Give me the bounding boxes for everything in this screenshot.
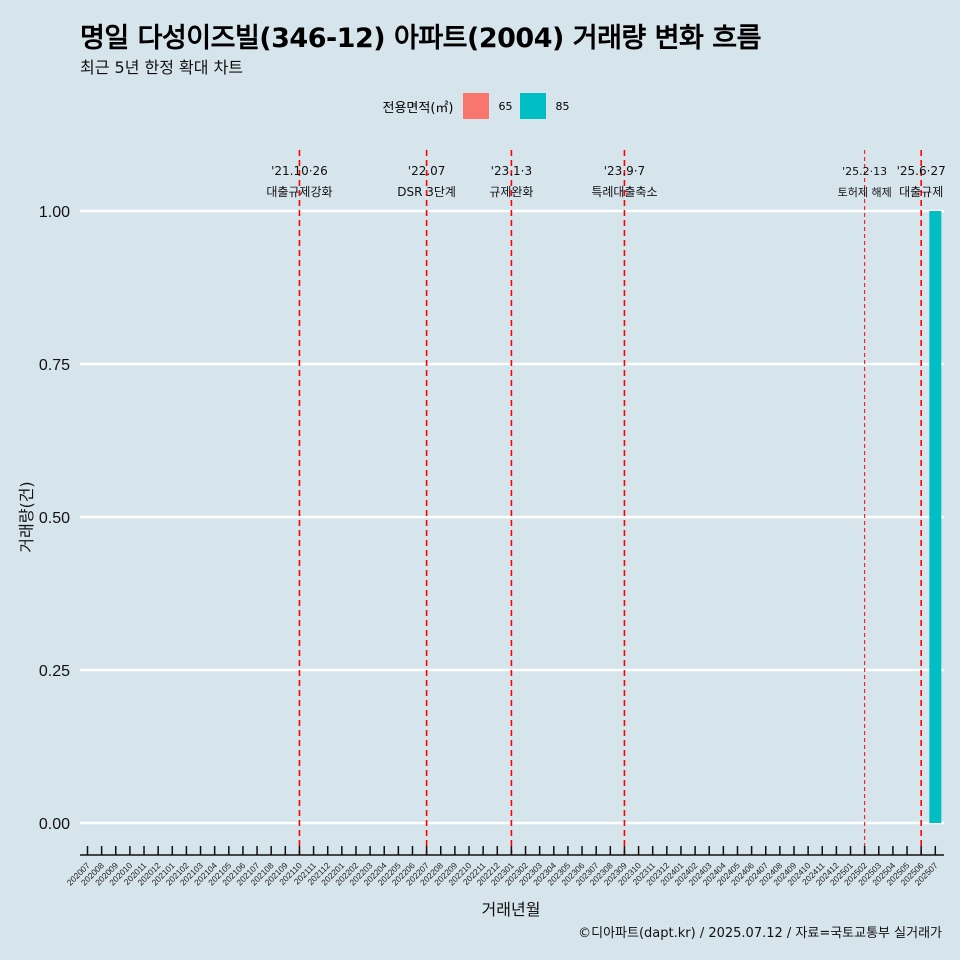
- event-name-label: 대출규제: [899, 185, 943, 199]
- event-lines: '21.10·26 대출규제강화 '22.07 DSR 3단계 '23.1·3 규제완화 '…: [266, 150, 946, 855]
- event-date-label: '25.2·13: [842, 165, 887, 178]
- x-axis-title: 거래년월: [482, 900, 541, 919]
- legend-key-65: [463, 93, 490, 119]
- chart-subtitle: 최근 5년 한정 확대 차트: [80, 58, 244, 77]
- bar-85-202507: [929, 211, 942, 823]
- event-name-label: DSR 3단계: [397, 185, 456, 199]
- bars: [929, 211, 942, 823]
- y-tick-label: 0.00: [39, 816, 70, 833]
- event-date-label: '21.10·26: [271, 164, 328, 178]
- y-tick-label: 0.75: [39, 357, 70, 374]
- event-name-label: 특례대출축소: [591, 185, 657, 199]
- legend-label-65: 65: [498, 99, 513, 113]
- y-tick-label: 0.50: [39, 510, 70, 527]
- event-date-label: '22.07: [408, 164, 446, 178]
- legend-key-85: [520, 93, 547, 119]
- y-axis-title: 거래량(건): [17, 481, 36, 552]
- event-name-label: 토허제 해제: [838, 185, 892, 199]
- chart-title: 명일 다성이즈빌(346-12) 아파트(2004) 거래량 변화 흐름: [80, 23, 761, 54]
- legend-label-85: 85: [555, 99, 570, 113]
- event-name-label: 대출규제강화: [266, 185, 332, 199]
- source-caption: ©디아파트(dapt.kr) / 2025.07.12 / 자료=국토교통부 실…: [578, 926, 942, 941]
- event-date-label: '25.6·27: [897, 164, 946, 178]
- axes: 0.000.250.500.751.0020200720200820200920…: [39, 204, 944, 887]
- y-tick-label: 0.25: [39, 663, 70, 680]
- event-date-label: '23.9·7: [604, 164, 645, 178]
- legend: 전용면적(㎡) 65 85: [0, 93, 960, 119]
- legend-title: 전용면적(㎡): [382, 100, 454, 116]
- event-date-label: '23.1·3: [491, 164, 532, 178]
- y-tick-label: 1.00: [39, 204, 70, 221]
- event-name-label: 규제완화: [489, 185, 533, 199]
